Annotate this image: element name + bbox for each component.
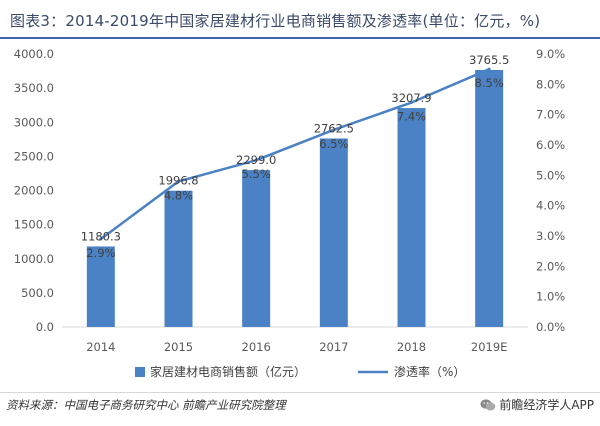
y-right-tick-label: 7.0% — [536, 108, 565, 122]
y-axis-right: 0.0% 1.0% 2.0% 3.0% 4.0% 5.0% 6.0% 7.0% 8.0% 9.0% — [536, 47, 565, 334]
line-value-label: 5.5% — [242, 167, 271, 181]
y-right-tick-label: 5.0% — [536, 168, 565, 182]
legend: 家居建材电商销售额（亿元） 渗透率（%） — [135, 364, 465, 379]
line-value-label: 7.4% — [397, 110, 426, 124]
combo-chart: 0.0 500.0 1000.0 1500.0 2000.0 2500.0 3000.0 35… — [14, 47, 566, 379]
line-value-label: 8.5% — [475, 76, 504, 90]
title-bar: 图表3：2014-2019年中国家居建材行业电商销售额及渗透率(单位：亿元，%) — [0, 0, 600, 40]
y-left-tick-label: 3000.0 — [14, 115, 54, 129]
bar — [319, 138, 348, 327]
bar — [475, 70, 504, 327]
y-axis-left: 0.0 500.0 1000.0 1500.0 2000.0 2500.0 3000.0 35… — [14, 47, 54, 334]
x-axis: 2014 2015 2016 2017 2018 2019E — [62, 326, 528, 354]
bar-value-label: 2299.0 — [236, 153, 276, 167]
legend-label-line: 渗透率（%） — [394, 364, 465, 379]
bar — [242, 170, 271, 327]
y-right-tick-label: 2.0% — [536, 259, 565, 273]
title-underline — [0, 37, 600, 39]
bar — [397, 108, 426, 327]
wechat-icon — [480, 398, 496, 410]
bar-value-label: 3207.9 — [391, 91, 431, 105]
chart-title: 图表3：2014-2019年中国家居建材行业电商销售额及渗透率(单位：亿元，%) — [10, 12, 541, 30]
line-path — [100, 68, 490, 241]
line-value-label: 6.5% — [319, 137, 348, 151]
y-left-tick-label: 500.0 — [21, 286, 54, 300]
bar-value-label: 1996.8 — [158, 174, 198, 188]
x-tick-label: 2019E — [471, 340, 508, 354]
bar-value-label: 2762.5 — [314, 121, 354, 135]
bar — [164, 190, 193, 327]
bar — [86, 246, 115, 327]
bar-value-label: 1180.3 — [81, 229, 121, 243]
y-right-tick-label: 0.0% — [536, 320, 565, 334]
source-note: 资料来源：中国电子商务研究中心 前瞻产业研究院整理 — [6, 398, 286, 412]
y-right-tick-label: 9.0% — [536, 47, 565, 61]
footer-divider — [0, 392, 600, 393]
y-left-tick-label: 4000.0 — [14, 47, 54, 61]
brand-credit: 前瞻经济学人APP — [480, 396, 594, 413]
x-tick-label: 2018 — [397, 340, 426, 354]
line-value-label: 4.8% — [164, 188, 193, 202]
line-point — [99, 237, 103, 241]
y-left-tick-label: 1500.0 — [14, 218, 54, 232]
brand-name: 前瞻经济学人APP — [499, 398, 594, 412]
legend-label-bar: 家居建材电商销售额（亿元） — [150, 364, 306, 379]
bar-series — [86, 70, 504, 327]
legend-swatch-bar — [135, 367, 145, 377]
x-tick-label: 2014 — [86, 340, 115, 354]
line-point — [332, 128, 336, 132]
line-point — [410, 101, 413, 105]
y-left-tick-label: 1000.0 — [14, 252, 54, 266]
x-tick-label: 2016 — [242, 340, 271, 354]
y-right-tick-label: 3.0% — [536, 229, 565, 243]
y-left-tick-label: 3500.0 — [14, 81, 54, 95]
x-tick-label: 2017 — [319, 340, 348, 354]
x-tick-label: 2015 — [164, 340, 193, 354]
bar-value-label: 3765.5 — [469, 53, 509, 67]
line-series — [99, 67, 491, 241]
y-right-tick-label: 8.0% — [536, 77, 565, 91]
data-labels: 1180.3 1996.8 2299.0 2762.5 3207.9 3765.5 2.9%… — [81, 53, 510, 260]
y-left-tick-label: 2500.0 — [14, 149, 54, 163]
y-left-tick-label: 0.0 — [36, 320, 54, 334]
y-right-tick-label: 6.0% — [536, 138, 565, 152]
y-right-tick-label: 4.0% — [536, 199, 565, 213]
line-point — [254, 158, 258, 162]
line-point — [177, 179, 180, 183]
line-point — [487, 67, 491, 71]
y-left-tick-label: 2000.0 — [14, 184, 54, 198]
y-right-tick-label: 1.0% — [536, 290, 565, 304]
line-value-label: 2.9% — [86, 246, 115, 260]
